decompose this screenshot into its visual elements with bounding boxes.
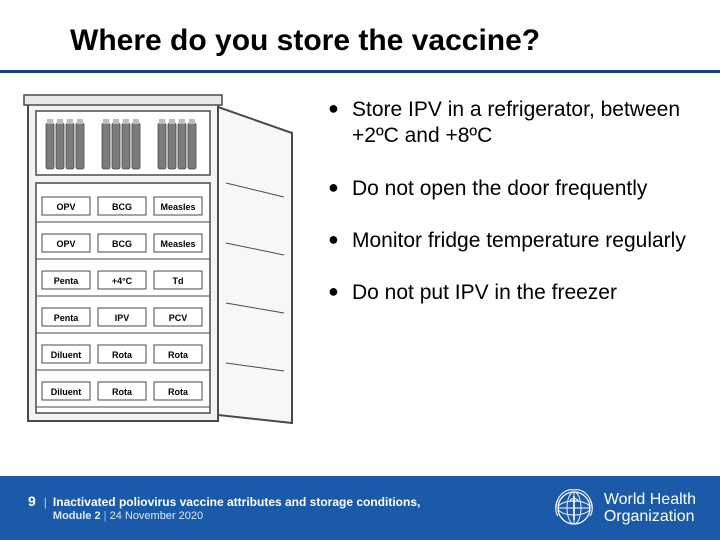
bullet-list: Store IPV in a refrigerator, between +2º… [328,93,700,433]
svg-text:Diluent: Diluent [51,387,82,397]
who-text: World Health Organization [604,491,696,526]
footer-bar: 9 | Inactivated poliovirus vaccine attri… [0,476,720,540]
footer-subtitle: Module 2 | 24 November 2020 [53,510,420,524]
svg-text:Diluent: Diluent [51,350,82,360]
footer-date: 24 November 2020 [110,510,204,522]
svg-text:OPV: OPV [56,202,75,212]
who-line2: Organization [604,508,696,525]
content-area: OPV BCG Measles OPV BCG Measles Penta +4°C Td Pen… [0,73,720,433]
svg-text:BCG: BCG [112,239,132,249]
svg-text:Penta: Penta [54,276,80,286]
svg-text:PCV: PCV [169,313,188,323]
footer-title: Inactivated poliovirus vaccine attribute… [53,495,420,510]
who-logo-icon [552,486,596,530]
svg-text:Rota: Rota [112,387,133,397]
svg-text:+4°C: +4°C [112,276,133,286]
svg-text:Td: Td [173,276,184,286]
page-number: 9 [28,493,36,509]
footer-right: World Health Organization [552,486,720,530]
svg-text:Measles: Measles [160,239,195,249]
footer-module: Module 2 [53,510,101,522]
svg-text:BCG: BCG [112,202,132,212]
svg-text:Rota: Rota [168,387,189,397]
svg-text:Measles: Measles [160,202,195,212]
svg-text:IPV: IPV [115,313,130,323]
slide-title: Where do you store the vaccine? [0,0,720,66]
svg-text:OPV: OPV [56,239,75,249]
bullet-item: Monitor fridge temperature regularly [328,228,700,254]
fridge-diagram: OPV BCG Measles OPV BCG Measles Penta +4°C Td Pen… [20,93,320,433]
bullet-item: Store IPV in a refrigerator, between +2º… [328,97,700,150]
footer-pipe: | [44,495,47,509]
who-line1: World Health [604,491,696,508]
svg-text:Rota: Rota [112,350,133,360]
svg-text:Penta: Penta [54,313,80,323]
footer-left: 9 | Inactivated poliovirus vaccine attri… [0,493,420,524]
svg-text:Rota: Rota [168,350,189,360]
bullet-item: Do not put IPV in the freezer [328,280,700,306]
bullet-item: Do not open the door frequently [328,176,700,202]
